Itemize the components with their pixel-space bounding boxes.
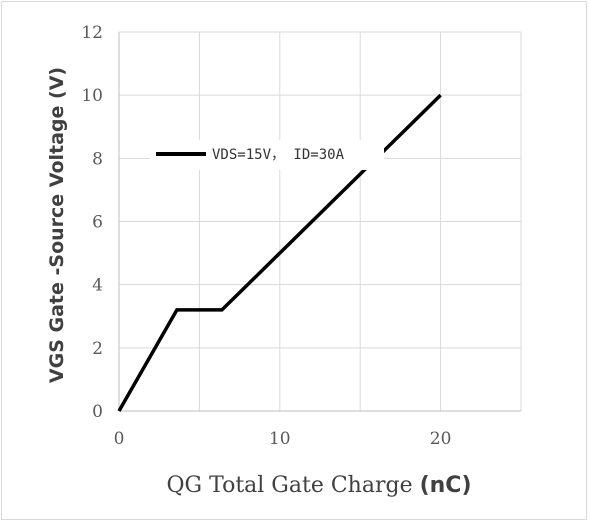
legend: VDS=15V， ID=30A — [150, 140, 384, 170]
x-axis-label: QG Total Gate Charge (nC) — [167, 473, 472, 498]
y-tick-label: 0 — [92, 402, 103, 422]
axes — [118, 32, 521, 412]
x-tick-label: 20 — [430, 429, 452, 449]
y-tick-label: 12 — [81, 23, 103, 43]
y-tick-label: 10 — [81, 86, 103, 106]
y-tick-label: 2 — [92, 339, 103, 359]
x-axis-label-unit: (nC) — [420, 473, 472, 498]
y-tick-label: 4 — [92, 276, 103, 296]
y-tick-label: 8 — [92, 149, 103, 169]
series-layer — [117, 93, 442, 412]
y-axis-label: VGS Gate -Source Voltage (V) — [46, 67, 68, 383]
series-line — [117, 93, 442, 412]
grid-lines — [119, 31, 522, 411]
tick-labels: 0 2 4 6 8 10 12 0 10 20 — [81, 23, 451, 449]
x-tick-label: 0 — [114, 429, 125, 449]
x-tick-label: 10 — [269, 429, 291, 449]
legend-label: VDS=15V， ID=30A — [212, 147, 345, 163]
x-axis-label-main: QG Total Gate Charge — [167, 473, 420, 498]
y-tick-label: 6 — [92, 213, 103, 233]
